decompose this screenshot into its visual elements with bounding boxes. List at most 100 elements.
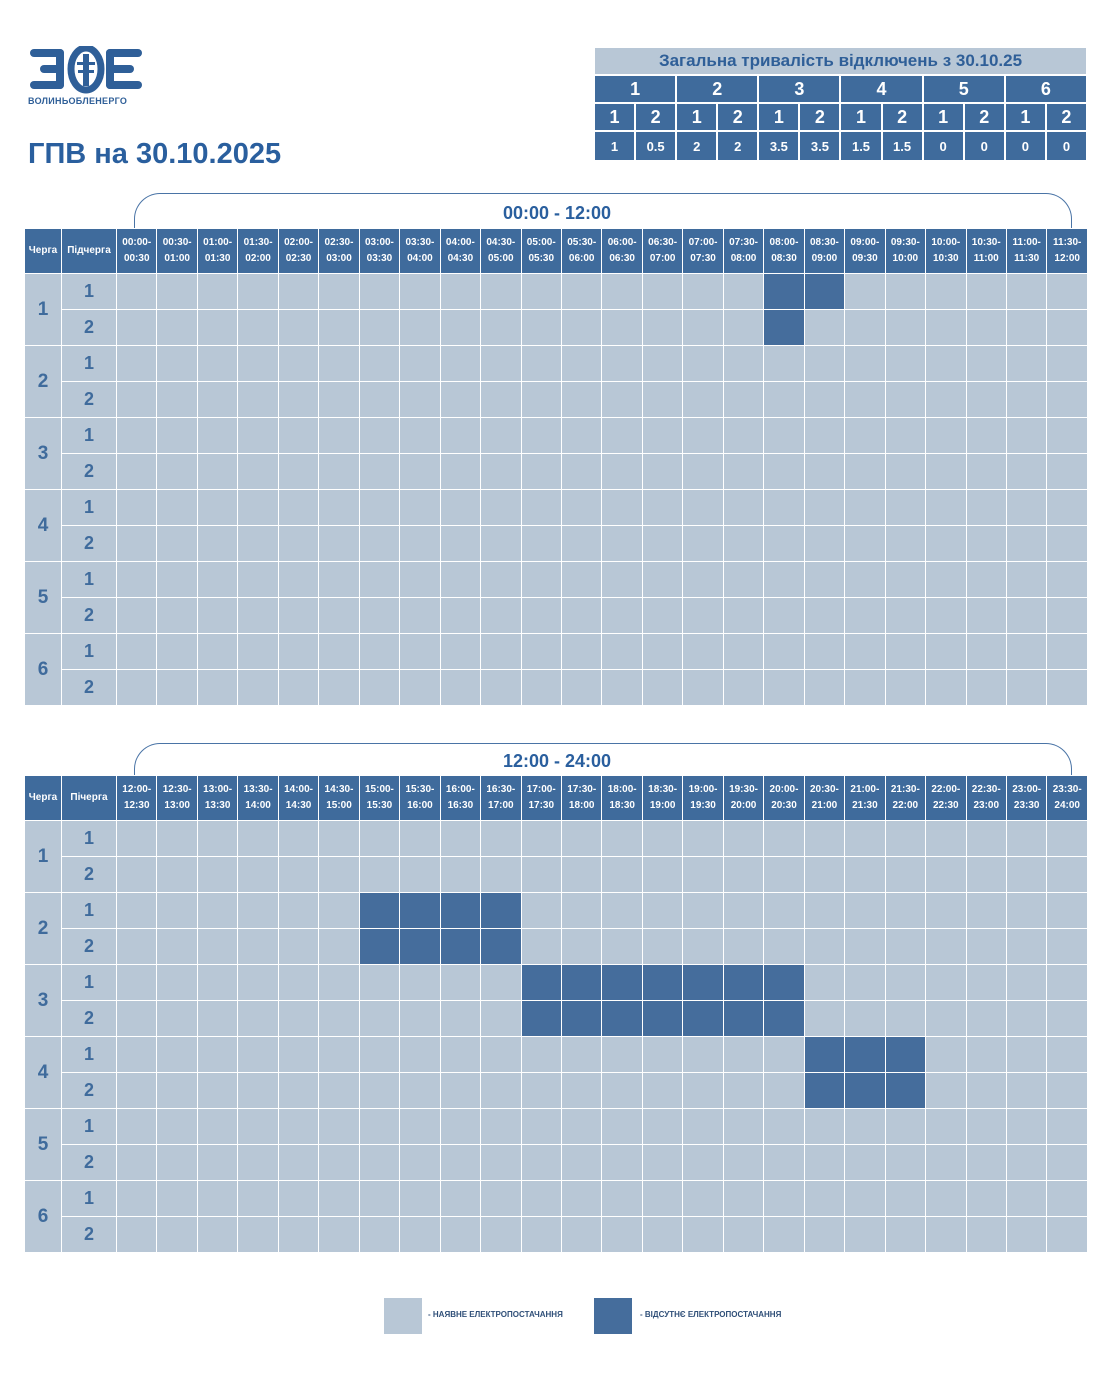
slot-cell-power <box>601 1180 643 1217</box>
slot-cell-power <box>156 345 198 382</box>
slot-cell-power <box>1005 1144 1048 1181</box>
time-slot-header: 14:00-14:30 <box>277 775 320 821</box>
time-slot-header: 15:00-15:30 <box>358 775 401 821</box>
slot-cell-outage <box>399 928 441 965</box>
slot-cell-power <box>560 525 603 562</box>
slot-cell-power <box>277 633 320 670</box>
slot-cell-power <box>803 381 846 418</box>
slot-cell-power <box>722 309 765 346</box>
slot-cell-power <box>803 345 846 382</box>
slot-cell-power <box>803 856 846 893</box>
time-slot-header: 00:30-01:00 <box>156 228 198 274</box>
slot-cell-power <box>277 309 320 346</box>
slot-cell-outage <box>480 892 522 929</box>
slot-cell-power <box>156 633 198 670</box>
slot-cell-power <box>480 489 522 526</box>
slot-cell-power <box>763 1108 805 1145</box>
time-slot-header: 22:30-23:00 <box>965 775 1007 821</box>
schedule-row: 2 <box>25 453 1088 490</box>
slot-cell-power <box>115 669 158 706</box>
slot-cell-power <box>520 1216 562 1253</box>
slot-cell-power <box>358 417 401 454</box>
slot-cell-power <box>115 273 158 310</box>
summary-queue-6: 6 <box>1003 74 1089 104</box>
time-slot-header: 09:30-10:00 <box>884 228 927 274</box>
slot-cell-power <box>318 489 360 526</box>
subqueue-number: 1 <box>61 1108 117 1145</box>
slot-cell-power <box>965 1108 1007 1145</box>
time-slot-header: 20:00-20:30 <box>763 775 805 821</box>
slot-cell-power <box>277 417 320 454</box>
slot-cell-power <box>560 1144 603 1181</box>
time-slot-header: 16:00-16:30 <box>439 775 482 821</box>
slot-cell-power <box>641 1216 684 1253</box>
slot-cell-power <box>399 633 441 670</box>
queue-number: 4 <box>24 1036 62 1109</box>
slot-cell-power <box>722 928 765 965</box>
slot-cell-power <box>358 1108 401 1145</box>
slot-cell-power <box>763 1072 805 1109</box>
slot-cell-power <box>884 820 927 857</box>
slot-cell-power <box>399 1072 441 1109</box>
slot-cell-power <box>844 489 886 526</box>
slot-cell-power <box>439 1216 482 1253</box>
slot-cell-power <box>115 381 158 418</box>
slot-cell-power <box>399 597 441 634</box>
queue-number: 3 <box>24 417 62 490</box>
slot-cell-power <box>520 453 562 490</box>
slot-cell-power <box>641 597 684 634</box>
schedule-row: 2 <box>25 928 1088 965</box>
slot-cell-power <box>277 1072 320 1109</box>
slot-cell-power <box>682 856 724 893</box>
slot-cell-power <box>399 820 441 857</box>
slot-cell-power <box>844 273 886 310</box>
subqueue-number: 1 <box>61 417 117 454</box>
time-slot-header: 01:30-02:00 <box>237 228 279 274</box>
slot-cell-power <box>358 489 401 526</box>
slot-cell-power <box>196 964 239 1001</box>
slot-cell-power <box>277 964 320 1001</box>
slot-cell-power <box>277 1036 320 1073</box>
slot-cell-power <box>844 381 886 418</box>
time-slot-header: 07:30-08:00 <box>722 228 765 274</box>
slot-cell-power <box>358 1216 401 1253</box>
slot-cell-power <box>884 633 927 670</box>
time-slot-header: 09:00-09:30 <box>844 228 886 274</box>
slot-cell-outage <box>763 273 805 310</box>
slot-cell-power <box>682 820 724 857</box>
slot-cell-outage <box>682 964 724 1001</box>
slot-cell-power <box>1005 561 1048 598</box>
slot-cell-power <box>520 345 562 382</box>
slot-cell-power <box>925 597 967 634</box>
subqueue-number: 1 <box>61 633 117 670</box>
slot-cell-power <box>439 1108 482 1145</box>
slot-cell-power <box>722 345 765 382</box>
time-slot-header: 20:30-21:00 <box>803 775 846 821</box>
slot-cell-power <box>318 928 360 965</box>
slot-cell-power <box>358 1144 401 1181</box>
slot-cell-power <box>115 1036 158 1073</box>
summary-table: Загальна тривалість відключень з 30.10.2… <box>592 46 1089 162</box>
slot-cell-power <box>156 1216 198 1253</box>
slot-cell-power <box>399 381 441 418</box>
slot-cell-power <box>156 1180 198 1217</box>
slot-cell-power <box>884 892 927 929</box>
slot-cell-power <box>156 669 198 706</box>
slot-cell-power <box>237 381 279 418</box>
slot-cell-outage <box>601 1000 643 1037</box>
summary-queue-3: 3 <box>757 74 842 104</box>
slot-cell-power <box>358 381 401 418</box>
slot-cell-power <box>237 345 279 382</box>
slot-cell-power <box>560 1216 603 1253</box>
slot-cell-power <box>803 1216 846 1253</box>
summary-value: 0 <box>921 130 965 162</box>
slot-cell-power <box>844 561 886 598</box>
slot-cell-power <box>560 820 603 857</box>
slot-cell-power <box>682 928 724 965</box>
slot-cell-power <box>156 964 198 1001</box>
slot-cell-power <box>925 345 967 382</box>
slot-cell-power <box>520 561 562 598</box>
slot-cell-power <box>965 309 1007 346</box>
logo-text: ВОЛИНЬОБЛЕНЕРГО <box>28 96 128 106</box>
